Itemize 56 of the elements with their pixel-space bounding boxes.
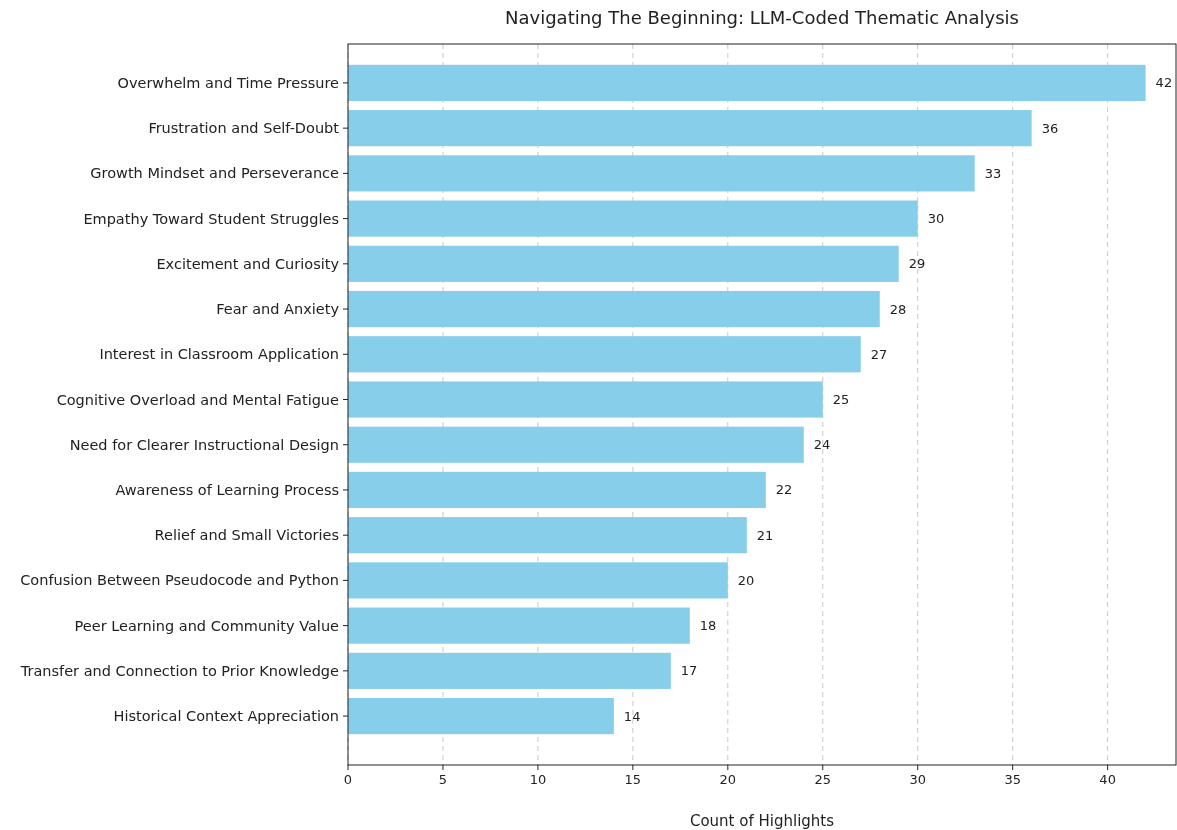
x-tick-label: 15 xyxy=(624,772,642,787)
bar xyxy=(348,697,614,735)
data-label: 30 xyxy=(927,211,945,227)
y-tick-label: Historical Context Appreciation xyxy=(113,708,339,725)
y-tick-label: Interest in Classroom Application xyxy=(99,346,339,363)
y-tick-label: Fear and Anxiety xyxy=(216,301,340,318)
data-label: 33 xyxy=(984,165,1002,181)
data-label: 29 xyxy=(908,256,926,272)
bar xyxy=(348,562,728,599)
data-label: 24 xyxy=(813,437,831,453)
bar xyxy=(348,336,861,373)
bar xyxy=(348,290,880,328)
bar xyxy=(348,200,918,237)
data-label: 18 xyxy=(699,618,717,634)
data-label: 36 xyxy=(1041,120,1059,136)
bar xyxy=(348,652,671,689)
bar xyxy=(348,155,975,192)
bar xyxy=(348,110,1032,147)
y-tick-label: Transfer and Connection to Prior Knowledge xyxy=(19,662,340,679)
data-label: 28 xyxy=(889,301,907,317)
x-axis-title: Count of Highlights xyxy=(689,812,835,830)
bar xyxy=(348,381,823,418)
y-tick-label: Cognitive Overload and Mental Fatigue xyxy=(56,391,340,408)
data-label: 42 xyxy=(1155,75,1173,91)
chart-title: Navigating The Beginning: LLM-Coded Thematic Analysis xyxy=(505,7,1019,28)
y-tick-label: Need for Clearer Instructional Design xyxy=(69,436,339,453)
data-label: 21 xyxy=(756,527,774,543)
bar xyxy=(348,245,899,282)
data-label: 20 xyxy=(737,572,755,588)
y-tick-label: Peer Learning and Community Value xyxy=(74,617,340,634)
y-tick-label: Empathy Toward Student Struggles xyxy=(83,210,339,227)
data-label: 17 xyxy=(680,663,698,679)
y-tick-label: Excitement and Curiosity xyxy=(156,255,340,272)
y-tick-label: Relief and Small Victories xyxy=(154,527,339,544)
x-tick-label: 35 xyxy=(1004,772,1021,787)
bar xyxy=(348,517,747,554)
x-tick-label: 25 xyxy=(814,772,832,787)
y-tick-label: Growth Mindset and Perseverance xyxy=(90,165,340,182)
y-tick-label: Frustration and Self-Doubt xyxy=(148,120,340,137)
x-tick-label: 30 xyxy=(909,772,926,787)
data-label: 14 xyxy=(623,708,641,724)
bar xyxy=(348,64,1146,102)
y-tick-label: Overwhelm and Time Pressure xyxy=(117,74,340,91)
data-label: 25 xyxy=(832,392,850,407)
x-tick-label: 5 xyxy=(438,772,448,787)
data-label: 27 xyxy=(870,346,888,362)
bar xyxy=(348,607,690,644)
x-tick-label: 20 xyxy=(719,772,737,787)
y-tick-label: Awareness of Learning Process xyxy=(115,481,339,498)
data-label: 22 xyxy=(775,482,793,498)
bar xyxy=(348,426,804,463)
x-tick-label: 0 xyxy=(343,772,353,787)
x-tick-label: 40 xyxy=(1099,772,1116,787)
bar xyxy=(348,471,766,509)
x-tick-label: 10 xyxy=(529,772,547,787)
y-tick-label: Confusion Between Pseudocode and Python xyxy=(20,572,339,589)
